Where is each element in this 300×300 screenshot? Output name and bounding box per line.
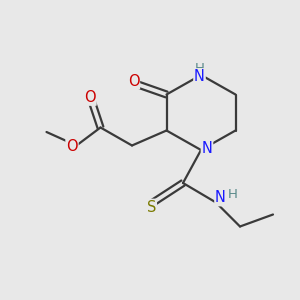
Text: N: N xyxy=(202,141,212,156)
Text: N: N xyxy=(194,69,205,84)
Text: O: O xyxy=(84,90,96,105)
Text: S: S xyxy=(147,200,156,214)
Text: O: O xyxy=(128,74,139,88)
Text: H: H xyxy=(228,188,237,202)
Text: H: H xyxy=(195,62,204,76)
Text: N: N xyxy=(215,190,226,206)
Text: O: O xyxy=(66,140,78,154)
